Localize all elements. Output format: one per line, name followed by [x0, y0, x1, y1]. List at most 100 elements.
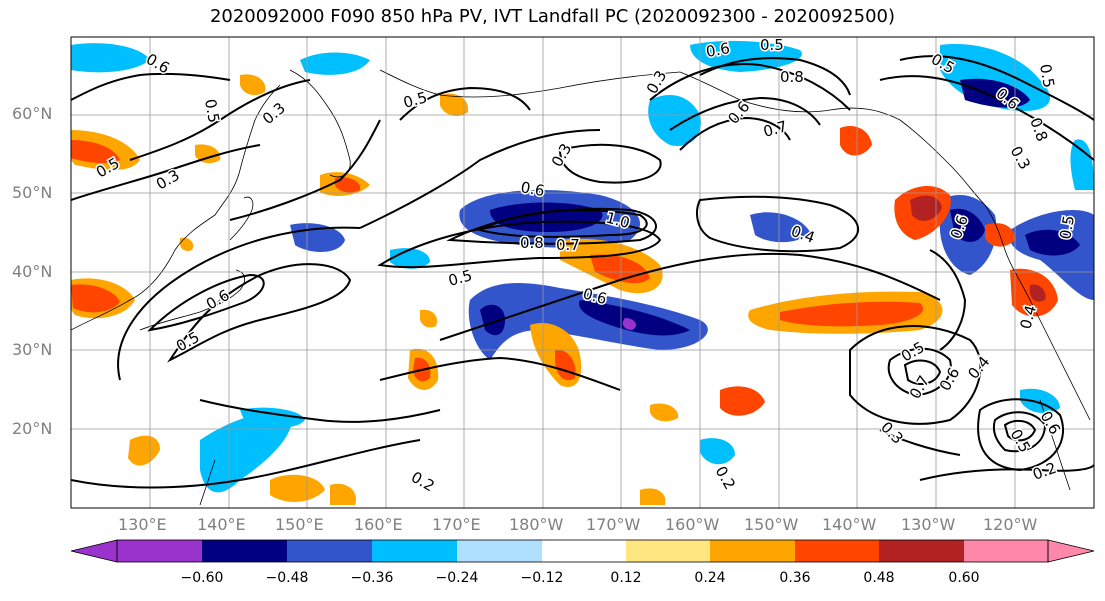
colorbar-bin: [372, 540, 457, 562]
contour-line: [929, 249, 967, 351]
colorbar-tick-label: 0.36: [779, 570, 811, 586]
pv-negative-region: [480, 304, 505, 336]
pv-positive-region: [720, 386, 765, 416]
pv-negative-region: [960, 78, 1030, 108]
lon-tick-label: 140°W: [822, 515, 877, 534]
pv-positive-region: [195, 144, 221, 164]
contour-line: [879, 429, 961, 456]
contour-line: [399, 86, 531, 121]
contour-line: [71, 144, 261, 201]
colorbar-tick-label: 0.12: [610, 570, 642, 586]
pv-positive-region: [330, 483, 356, 505]
colorbar-max-extension: [1047, 539, 1095, 563]
pv-positive-region: [840, 125, 872, 156]
contour-label: 0.5: [1036, 63, 1058, 90]
contour-line: [903, 359, 942, 385]
contour-line: [699, 57, 851, 96]
contour-line: [71, 72, 231, 101]
contour-label: 0.7: [906, 372, 934, 402]
lat-tick-label: 60°N: [12, 104, 53, 123]
contour-label: 0.8: [1026, 115, 1051, 144]
colorbar-tick-label: 0.48: [863, 570, 895, 586]
colorbar-bin: [710, 540, 795, 562]
colorbar-bin: [964, 540, 1048, 562]
colorbar-tick-label: 0.60: [948, 570, 980, 586]
lon-tick-label: 120°W: [983, 515, 1038, 534]
contour-label: 0.3: [1007, 143, 1035, 173]
contour-line: [679, 116, 791, 151]
pv-negative-region: [300, 52, 370, 75]
pv-positive-region: [910, 195, 942, 221]
colorbar-bin: [287, 540, 372, 562]
colorbar-tick-label: −0.60: [180, 570, 224, 586]
colorbar-bin: [879, 540, 964, 562]
lon-tick-label: 130°E: [118, 515, 167, 534]
pv-negative-region: [622, 318, 636, 330]
contour-line: [71, 439, 421, 489]
lat-tick-label: 40°N: [12, 262, 53, 281]
contour-label: 0.4: [964, 353, 993, 383]
pv-negative-region: [750, 212, 810, 243]
pv-positive-region: [335, 177, 361, 193]
pv-positive-region: [71, 140, 120, 164]
lon-tick-label: 150°W: [744, 515, 799, 534]
shaded-pv-fields: [71, 40, 1094, 505]
pv-positive-region: [240, 74, 266, 96]
pv-positive-region: [1029, 284, 1046, 302]
contour-line: [669, 96, 821, 131]
contour-label: 0.4: [789, 222, 818, 247]
pv-negative-region: [700, 438, 735, 465]
contour-label: 0.3: [643, 67, 671, 97]
contour-line: [879, 75, 1094, 161]
lon-tick-label: 170°E: [432, 515, 481, 534]
colorbar-tick-label: −0.36: [350, 570, 394, 586]
contour-label: 0.5: [760, 36, 784, 54]
lon-tick-label: 170°W: [586, 515, 641, 534]
colorbar-bin: [117, 540, 202, 562]
pv-positive-region: [640, 488, 666, 505]
contour-line: [359, 129, 601, 229]
colorbar-bin: [626, 540, 710, 562]
lon-tick-label: 160°E: [354, 515, 403, 534]
contour-label: 0.3: [548, 140, 576, 170]
contour-line: [199, 399, 441, 423]
pv-negative-region: [1025, 229, 1080, 256]
contour-line: [992, 411, 1047, 453]
lat-tick-label: 50°N: [12, 183, 53, 202]
lon-tick-label: 140°E: [197, 515, 246, 534]
pv-negative-region: [200, 411, 292, 493]
pv-positive-region: [650, 403, 679, 422]
contour-line: [977, 398, 1065, 472]
contour-label: 0.8: [520, 234, 544, 252]
contour-label: 0.8: [780, 68, 804, 86]
contour-line: [1003, 419, 1037, 442]
graticule: [71, 37, 1094, 508]
contour-line: [439, 252, 941, 341]
colorbar-bin: [795, 540, 879, 562]
colorbar-bin: [202, 540, 287, 562]
colorbar-frame: [116, 539, 1049, 563]
colorbar-min-extension: [70, 539, 118, 563]
contour-label: 0.5: [446, 266, 474, 290]
map-frame: [70, 36, 1095, 509]
pv-positive-region: [179, 237, 194, 251]
colorbar-bin: [542, 540, 626, 562]
contour-label: 0.3: [153, 166, 183, 194]
pv-positive-region: [270, 474, 325, 502]
pv-positive-region: [780, 301, 924, 327]
contour-line: [696, 195, 860, 253]
lon-tick-label: 130°W: [901, 515, 956, 534]
contour-line: [379, 356, 621, 391]
pv-negative-region: [390, 248, 430, 269]
lon-tick-label: 180°W: [509, 515, 564, 534]
contour-label: 0.5: [201, 98, 223, 125]
lon-tick-label: 150°E: [275, 515, 324, 534]
contour-line: [887, 347, 952, 397]
contour-line: [229, 119, 381, 221]
contour-label: 0.5: [401, 88, 429, 112]
contour-line: [129, 79, 311, 161]
contour-line: [477, 209, 648, 238]
contour-line: [558, 143, 662, 184]
contour-line: [147, 273, 265, 332]
